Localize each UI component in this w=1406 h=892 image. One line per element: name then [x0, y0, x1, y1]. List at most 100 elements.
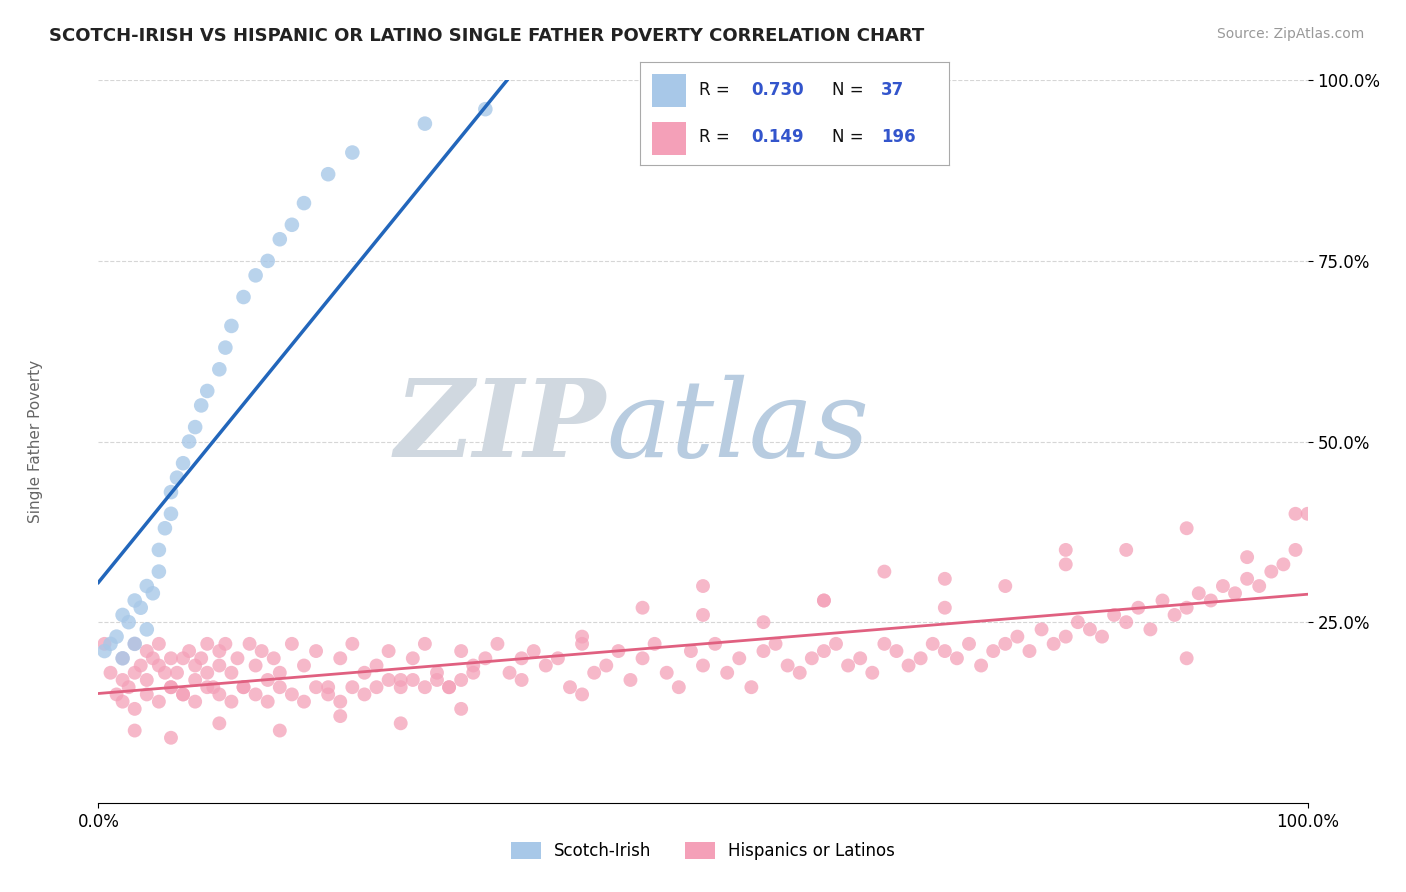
- Point: [342, 145, 364, 160]
- Point: [342, 680, 364, 694]
- Point: [148, 542, 170, 557]
- Text: R =: R =: [699, 81, 734, 99]
- Point: [208, 658, 231, 673]
- Point: [813, 593, 835, 607]
- Point: [450, 644, 472, 658]
- Point: [221, 695, 243, 709]
- Point: [1031, 623, 1053, 637]
- Point: [886, 644, 908, 658]
- Point: [329, 651, 352, 665]
- Point: [1007, 630, 1029, 644]
- Point: [292, 658, 315, 673]
- Point: [523, 644, 546, 658]
- Point: [437, 680, 460, 694]
- Point: [239, 637, 262, 651]
- Point: [195, 665, 218, 680]
- Point: [100, 665, 122, 680]
- Point: [474, 102, 496, 116]
- Point: [413, 680, 436, 694]
- Point: [166, 470, 188, 484]
- Point: [366, 680, 388, 694]
- Point: [256, 673, 278, 687]
- Point: [571, 687, 593, 701]
- Point: [245, 687, 267, 701]
- Point: [1199, 593, 1222, 607]
- Point: [728, 651, 751, 665]
- Point: [111, 651, 134, 665]
- Point: [692, 579, 714, 593]
- Text: N =: N =: [831, 81, 869, 99]
- Point: [437, 680, 460, 694]
- Point: [226, 651, 249, 665]
- Point: [740, 680, 762, 694]
- Point: [873, 637, 896, 651]
- Point: [1175, 521, 1198, 535]
- Point: [142, 651, 165, 665]
- Point: [124, 637, 146, 651]
- Point: [353, 687, 375, 701]
- Point: [221, 665, 243, 680]
- Point: [776, 658, 799, 673]
- Point: [474, 651, 496, 665]
- Point: [825, 637, 848, 651]
- Point: [1260, 565, 1282, 579]
- Point: [1236, 550, 1258, 565]
- Point: [1091, 630, 1114, 644]
- Point: [934, 572, 956, 586]
- Point: [263, 651, 285, 665]
- Point: [583, 665, 606, 680]
- Point: [994, 579, 1017, 593]
- Point: [897, 658, 920, 673]
- Point: [195, 637, 218, 651]
- Point: [105, 687, 128, 701]
- Point: [111, 607, 134, 622]
- Point: [631, 651, 654, 665]
- Point: [402, 673, 425, 687]
- Point: [510, 651, 533, 665]
- Point: [619, 673, 641, 687]
- Point: [716, 665, 738, 680]
- Point: [970, 658, 993, 673]
- FancyBboxPatch shape: [652, 122, 686, 155]
- Point: [679, 644, 702, 658]
- Point: [1175, 651, 1198, 665]
- Point: [160, 680, 183, 694]
- Point: [118, 615, 141, 630]
- Point: [463, 665, 485, 680]
- Point: [160, 485, 183, 500]
- Point: [1102, 607, 1125, 622]
- Point: [148, 565, 170, 579]
- Point: [1115, 615, 1137, 630]
- Point: [644, 637, 666, 651]
- Point: [426, 665, 449, 680]
- Text: 0.149: 0.149: [751, 128, 804, 146]
- Point: [752, 73, 775, 87]
- Point: [305, 644, 328, 658]
- Text: atlas: atlas: [606, 375, 869, 480]
- Point: [789, 665, 811, 680]
- Point: [148, 658, 170, 673]
- Point: [292, 695, 315, 709]
- Point: [269, 680, 291, 694]
- Point: [1054, 542, 1077, 557]
- Point: [124, 637, 146, 651]
- Point: [353, 665, 375, 680]
- Point: [934, 600, 956, 615]
- Point: [607, 644, 630, 658]
- Point: [450, 673, 472, 687]
- Point: [692, 607, 714, 622]
- Point: [813, 593, 835, 607]
- Point: [389, 716, 412, 731]
- Point: [1054, 630, 1077, 644]
- Point: [595, 658, 617, 673]
- Point: [981, 644, 1004, 658]
- Text: Source: ZipAtlas.com: Source: ZipAtlas.com: [1216, 27, 1364, 41]
- Point: [172, 651, 194, 665]
- Point: [377, 644, 399, 658]
- Point: [402, 651, 425, 665]
- Point: [214, 341, 236, 355]
- Point: [450, 702, 472, 716]
- Point: [1067, 615, 1090, 630]
- Text: 37: 37: [882, 81, 904, 99]
- Point: [184, 695, 207, 709]
